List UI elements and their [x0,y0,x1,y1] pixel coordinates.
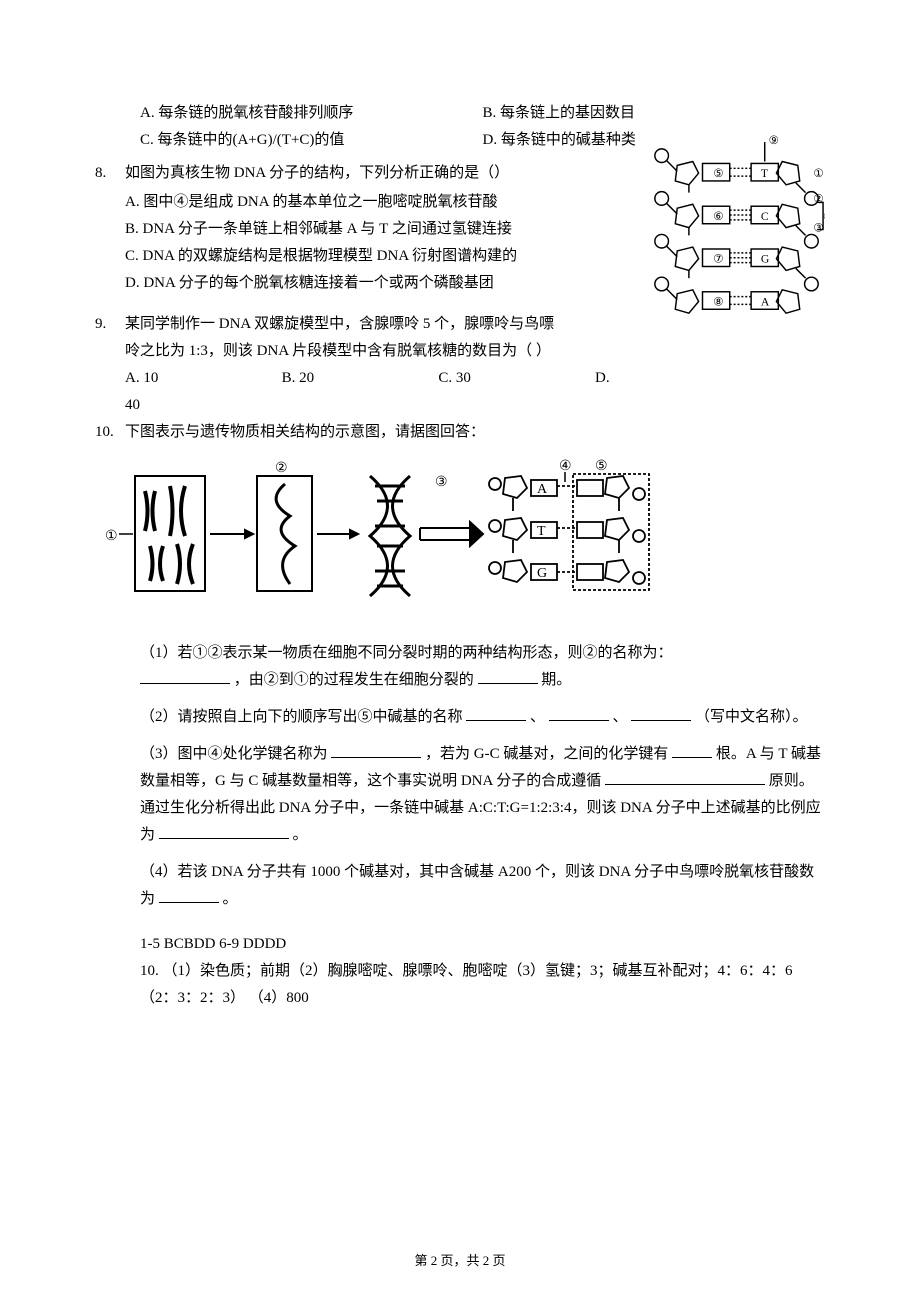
q8-body: 如图为真核生物 DNA 分子的结构，下列分析正确的是（） A. 图中④是组成 D… [125,160,642,297]
blank [331,742,421,758]
q10-num: 10. [95,419,125,446]
q9-d2: 40 [125,392,642,419]
blank [466,705,526,721]
blank [140,668,230,684]
q7-opt-c: C. 每条链中的(A+G)/(T+C)的值 [140,127,483,154]
q8-c: C. DNA 的双螺旋结构是根据物理模型 DNA 衍射图谱构建的 [125,243,642,270]
svg-text:⑥: ⑥ [713,210,723,223]
svg-text:T: T [537,524,546,539]
blank [159,887,219,903]
q10-p1: （1）若①②表示某一物质在细胞不同分裂时期的两种结构形态，则②的名称为： ，由②… [140,640,825,694]
svg-text:②: ② [275,461,288,476]
q8-diagram: ⑤ ⑥ ⑦ ⑧ T C G A ⑨ ① ② ③ ④ [650,134,825,339]
q10-subquestions: （1）若①②表示某一物质在细胞不同分裂时期的两种结构形态，则②的名称为： ，由②… [140,640,825,1012]
q8: 8. 如图为真核生物 DNA 分子的结构，下列分析正确的是（） A. 图中④是组… [95,160,642,297]
blank [159,823,289,839]
q10-svg: ① ② ③ ④ ⑤ A T G [95,456,715,616]
q8-stem: 如图为真核生物 DNA 分子的结构，下列分析正确的是（） [125,160,642,187]
ans-l1: 1-5 BCBDD 6-9 DDDD [140,931,825,958]
q9-c: C. 30 [438,365,595,392]
q9-body: 某同学制作一 DNA 双螺旋模型中，含腺嘌呤 5 个，腺嘌呤与鸟嘌 呤之比为 1… [125,311,642,419]
answers: 1-5 BCBDD 6-9 DDDD 10. （1）染色质；前期（2）胸腺嘧啶、… [140,931,825,1012]
svg-text:⑤: ⑤ [713,167,723,180]
q8-num: 8. [95,160,125,297]
svg-text:①: ① [105,529,118,544]
svg-text:⑧: ⑧ [713,295,723,308]
q9-opts: A. 10 B. 20 C. 30 D. [125,365,642,392]
q10-stem: 下图表示与遗传物质相关结构的示意图，请据图回答： [125,419,485,446]
svg-text:③: ③ [813,222,823,235]
blank [605,769,765,785]
blank [672,742,712,758]
blank [478,668,538,684]
q9-stem1: 某同学制作一 DNA 双螺旋模型中，含腺嘌呤 5 个，腺嘌呤与鸟嘌 [125,311,642,338]
blank [631,705,691,721]
svg-text:C: C [761,210,769,223]
q10-p2: （2）请按照自上向下的顺序写出⑤中碱基的名称 、 、 （写中文名称）。 [140,704,825,731]
svg-text:G: G [537,566,547,581]
q7-opt-b: B. 每条链上的基因数目 [483,100,826,127]
svg-text:⑤: ⑤ [595,459,608,474]
dna-svg: ⑤ ⑥ ⑦ ⑧ T C G A ⑨ ① ② ③ ④ [650,134,825,329]
q9-d: D. [595,365,642,392]
svg-text:④: ④ [559,459,572,474]
q8-d: D. DNA 分子的每个脱氧核糖连接着一个或两个磷酸基团 [125,270,642,297]
svg-text:①: ① [813,167,823,180]
q10-p3: （3）图中④处化学键名称为 ，若为 G-C 碱基对，之间的化学键有 根。A 与 … [140,741,825,849]
q7-options: A. 每条链的脱氧核苷酸排列顺序 B. 每条链上的基因数目 [140,100,825,127]
q10-figure: ① ② ③ ④ ⑤ A T G [95,456,825,626]
blank [549,705,609,721]
svg-text:G: G [761,253,770,266]
q9-b: B. 20 [282,365,439,392]
q10-p4: （4）若该 DNA 分子共有 1000 个碱基对，其中含碱基 A200 个，则该… [140,859,825,913]
svg-text:③: ③ [435,475,448,490]
page-footer: 第 2 页，共 2 页 [0,1249,920,1272]
q9-num: 9. [95,311,125,419]
q10: 10. 下图表示与遗传物质相关结构的示意图，请据图回答： [95,419,825,446]
page: A. 每条链的脱氧核苷酸排列顺序 B. 每条链上的基因数目 C. 每条链中的(A… [0,0,920,1302]
q8-b: B. DNA 分子一条单链上相邻碱基 A 与 T 之间通过氢键连接 [125,216,642,243]
q7-opt-a: A. 每条链的脱氧核苷酸排列顺序 [140,100,483,127]
ans-l2: 10. （1）染色质；前期（2）胸腺嘧啶、腺嘌呤、胞嘧啶（3）氢键；3；碱基互补… [140,958,825,1012]
svg-text:T: T [761,167,768,180]
q7-options-2: C. 每条链中的(A+G)/(T+C)的值 D. 每条链中的碱基种类 [140,127,825,154]
svg-text:④: ④ [823,211,825,223]
q9: 9. 某同学制作一 DNA 双螺旋模型中，含腺嘌呤 5 个，腺嘌呤与鸟嘌 呤之比… [95,311,642,419]
svg-text:②: ② [813,192,823,205]
q8-a: A. 图中④是组成 DNA 的基本单位之一胞嘧啶脱氧核苷酸 [125,189,642,216]
svg-text:⑦: ⑦ [713,253,723,266]
svg-text:A: A [761,295,770,308]
svg-text:A: A [537,482,548,497]
q9-stem2: 呤之比为 1:3，则该 DNA 片段模型中含有脱氧核糖的数目为（ ） [125,338,642,365]
q7-opt-d: D. 每条链中的碱基种类 [483,127,826,154]
q9-a: A. 10 [125,365,282,392]
